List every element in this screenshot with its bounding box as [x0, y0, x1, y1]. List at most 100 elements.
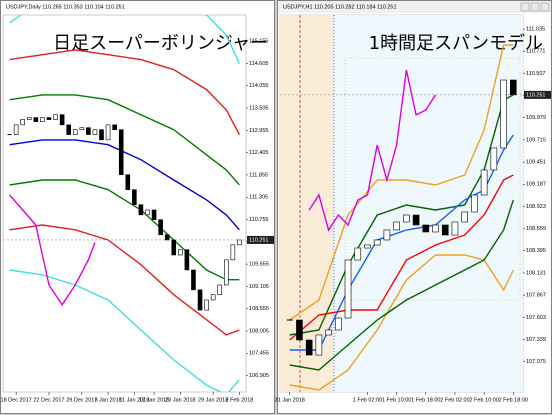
y-tick-label: 107.075 [526, 359, 546, 365]
x-tick-label: 1 Feb 10:00 [382, 397, 411, 403]
x-tick-label: 2 Feb 18:00 [499, 397, 528, 403]
x-tick-label: 5 Jan 2018 [94, 397, 121, 403]
candle [373, 239, 381, 246]
y-tick-label: 108.131 [526, 270, 546, 276]
y-tick-label: 108.395 [526, 248, 546, 254]
candle [422, 224, 430, 233]
chart-title: 日足スーパーボリンジャー [53, 33, 268, 54]
candle [344, 259, 352, 319]
session-shade [334, 15, 523, 392]
left-plot-area [2, 14, 247, 393]
indicator-line [9, 49, 241, 135]
candle [354, 247, 362, 261]
candle [59, 114, 65, 126]
indicator-line [289, 174, 514, 341]
candle [305, 339, 313, 356]
y-tick-label: 109.655 [249, 262, 269, 268]
candle [79, 127, 85, 131]
candle [383, 229, 391, 241]
candle [412, 214, 420, 226]
y-tick-label: 110.755 [249, 217, 268, 223]
y-tick-label: 112.955 [249, 128, 268, 134]
candle [403, 214, 410, 223]
x-tick-label: 18 Dec 2017 [1, 397, 32, 403]
candle [441, 224, 449, 236]
maximize-button[interactable] [530, 2, 540, 12]
candle [86, 127, 91, 135]
candle [471, 194, 478, 213]
candle [13, 124, 19, 135]
y-tick-label: 107.339 [526, 337, 546, 343]
indicator-line [9, 194, 96, 307]
candle [158, 219, 163, 236]
candle [138, 204, 144, 216]
plot [7, 15, 242, 392]
candle [118, 129, 124, 176]
candle [72, 129, 78, 135]
x-tick-label: 23 Jan 2018 [165, 397, 195, 403]
x-tick-label: 1 Feb 02:00 [353, 397, 382, 403]
candle [296, 319, 303, 341]
y-tick-label: 112.405 [249, 150, 268, 156]
candle [20, 119, 26, 126]
y-tick-label: 109.451 [526, 160, 546, 166]
candle [364, 244, 371, 249]
y-tick-label: 107.867 [526, 293, 546, 299]
candle [480, 169, 488, 196]
price-label: 110.251 [249, 237, 268, 243]
candle [210, 294, 216, 301]
x-tick-label: 1 Feb 18:00 [411, 397, 440, 403]
candle [151, 209, 157, 221]
close-button[interactable] [540, 2, 550, 12]
candle [145, 209, 150, 216]
y-tick-label: 109.187 [526, 182, 546, 188]
candle [105, 124, 111, 141]
candle [432, 224, 439, 233]
minimize-button[interactable] [520, 2, 530, 12]
candle [451, 221, 459, 236]
y-tick-label: 111.035 [526, 26, 545, 32]
candle [99, 129, 104, 141]
indicator-line [9, 139, 240, 231]
chart-title: 1時間足スパンモデル [369, 33, 543, 54]
candle [40, 117, 45, 122]
plot [286, 44, 517, 391]
y-tick-label: 115.155 [249, 39, 268, 45]
candle [171, 239, 177, 256]
title-bar [278, 1, 551, 13]
candle [125, 174, 131, 191]
x-tick-label: 2 Feb 10:00 [469, 397, 498, 403]
price-label-box [524, 90, 551, 99]
y-tick-label: 110.771 [526, 49, 545, 55]
indicator-line [308, 69, 437, 232]
candle [461, 211, 468, 223]
y-tick-label: 108.555 [249, 306, 269, 312]
y-tick-label: 107.603 [526, 315, 546, 321]
y-tick-label: 114.605 [249, 61, 268, 67]
candle [230, 244, 236, 261]
candle [393, 221, 400, 231]
y-tick-label: 108.923 [526, 204, 546, 210]
y-tick-label: 107.455 [249, 351, 269, 357]
candle [490, 147, 498, 171]
indicator-line [9, 269, 240, 392]
x-tick-label: 2 Feb 02:00 [440, 397, 469, 403]
range-box [344, 57, 521, 301]
candle [53, 114, 58, 120]
chart-header: USDJPY,H1 110.205 110.282 110.184 110.25… [283, 4, 397, 10]
y-tick-label: 114.055 [249, 83, 268, 89]
candle [26, 117, 32, 120]
candle [132, 189, 137, 206]
indicator-line [289, 254, 514, 391]
candle [335, 317, 342, 331]
candle [66, 124, 71, 135]
candle [33, 117, 39, 122]
candle [46, 117, 52, 120]
y-tick-label: 109.715 [526, 137, 546, 143]
indicator-line [289, 94, 514, 336]
indicator-line [289, 44, 514, 321]
price-label: 110.251 [526, 92, 545, 98]
indicator-line [9, 94, 240, 186]
candle [223, 259, 229, 286]
